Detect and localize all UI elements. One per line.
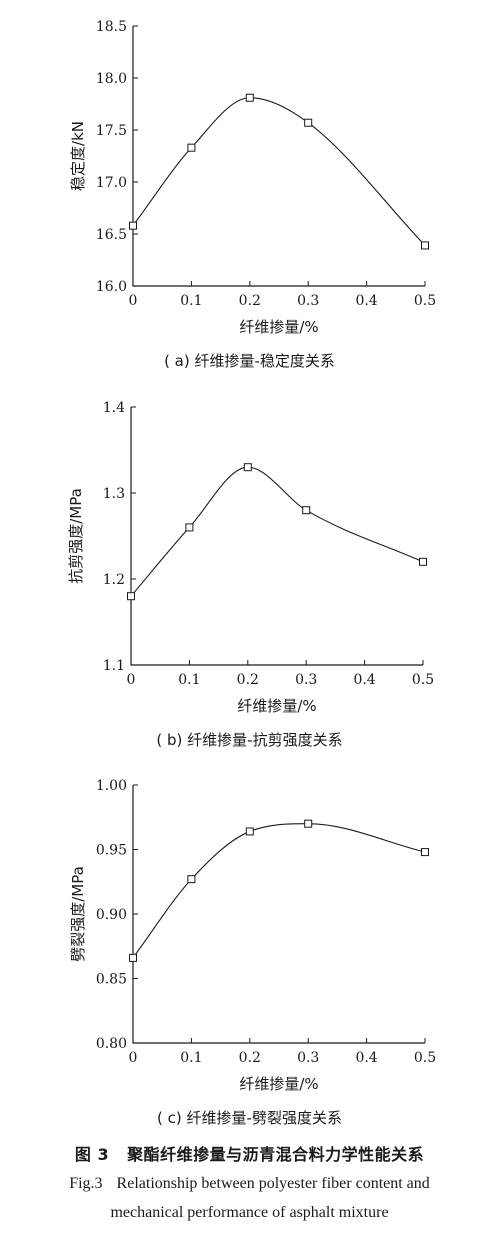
- y-axis-title: 稳定度/kN: [69, 121, 87, 191]
- data-point: [187, 875, 196, 884]
- x-axis-title: 纤维掺量/%: [239, 1075, 318, 1093]
- data-point: [243, 463, 252, 472]
- figure-caption-en-line1: Fig.3 Relationship between polyester fibe…: [0, 1175, 499, 1193]
- x-tick-label: 0.1: [180, 293, 202, 309]
- x-tick-label: 0: [127, 672, 136, 688]
- y-tick-label: 18.5: [96, 19, 127, 35]
- x-tick-label: 0.2: [239, 293, 261, 309]
- y-tick-label: 17.0: [96, 175, 127, 191]
- x-tick-label: 0.5: [414, 1050, 436, 1066]
- y-tick-label: 16.5: [96, 227, 127, 243]
- chart-panels: 0 0.1 0.2 0.3 0.4 0.5 16.0 16.5 17.0 17.5 18.0 18.5…: [67, 19, 436, 1127]
- series-line: [132, 823, 426, 959]
- x-tick-label: 0.3: [295, 672, 317, 688]
- y-tick-label: 0.85: [96, 972, 127, 988]
- data-point: [129, 953, 137, 962]
- x-tick-label: 0.2: [237, 672, 259, 688]
- y-tick-label: 18.0: [96, 71, 127, 87]
- x-tick-label: 0.1: [180, 1050, 202, 1066]
- y-tick-label: 0.90: [96, 907, 127, 923]
- x-tick-label: 0.3: [297, 1050, 319, 1066]
- axis-lines: [130, 407, 423, 666]
- chart-panel-a: 0 0.1 0.2 0.3 0.4 0.5 16.0 16.5 17.0 17.5 18.0 18.5…: [69, 19, 436, 370]
- x-axis-title: 纤维掺量/%: [237, 697, 316, 715]
- x-axis-title: 纤维掺量/%: [239, 318, 318, 336]
- series-line: [130, 466, 424, 597]
- x-tick-label: 0.1: [178, 672, 200, 688]
- chart-panel-c: 0 0.1 0.2 0.3 0.4 0.5 0.80 0.85 0.90 0.95 1.00 纤维掺量…: [69, 778, 436, 1127]
- y-axis-title: 抗剪强度/MPa: [67, 488, 85, 584]
- panel-caption: ( a) 纤维掺量-稳定度关系: [164, 352, 335, 370]
- x-tick-label: 0.4: [355, 1050, 377, 1066]
- y-tick-label: 1.2: [103, 572, 125, 588]
- x-tick-label: 0: [129, 293, 138, 309]
- y-tick-label: 0.95: [96, 843, 127, 859]
- x-tick-label: 0.3: [297, 293, 319, 309]
- figure-number-cn: 图 3: [74, 1145, 110, 1164]
- data-point: [304, 819, 313, 828]
- chart-panel-b: 0 0.1 0.2 0.3 0.4 0.5 1.1 1.2 1.3 1.4 纤维掺量/% 抗剪强度/M…: [67, 400, 434, 749]
- figure-title-cn: 聚酯纤维掺量与沥青混合料力学性能关系: [127, 1145, 425, 1164]
- panel-caption: ( b) 纤维掺量-抗剪强度关系: [156, 731, 342, 749]
- series-line: [132, 97, 426, 246]
- x-tick-label: 0.5: [412, 672, 434, 688]
- y-tick-label: 17.5: [96, 123, 127, 139]
- data-point: [304, 118, 313, 127]
- figure-number-en: Fig.3: [69, 1175, 103, 1192]
- panel-caption: ( c) 纤维掺量-劈裂强度关系: [157, 1109, 342, 1127]
- data-point: [187, 143, 196, 152]
- y-tick-label: 16.0: [96, 279, 127, 295]
- data-point: [245, 827, 254, 836]
- axis-lines: [132, 785, 425, 1044]
- data-point: [129, 221, 137, 230]
- axis-lines: [132, 26, 425, 287]
- figure-title-en-line2: mechanical performance of asphalt mixtur…: [110, 1204, 389, 1221]
- figure-title-en-line1: Relationship between polyester fiber con…: [116, 1175, 430, 1192]
- y-tick-label: 1.3: [103, 486, 125, 502]
- figure-caption-cn: 图 3 聚酯纤维掺量与沥青混合料力学性能关系: [0, 1141, 499, 1165]
- y-tick-label: 1.4: [103, 400, 125, 416]
- data-point: [127, 592, 135, 601]
- y-tick-label: 0.80: [96, 1036, 127, 1052]
- data-point: [419, 557, 427, 566]
- y-tick-label: 1.00: [96, 778, 127, 794]
- data-point: [421, 848, 429, 857]
- y-tick-label: 1.1: [103, 658, 125, 674]
- x-tick-label: 0.4: [355, 293, 377, 309]
- data-point: [302, 506, 311, 515]
- data-point: [421, 241, 429, 250]
- x-tick-label: 0.4: [353, 672, 375, 688]
- x-tick-label: 0.5: [414, 293, 436, 309]
- data-point: [245, 93, 254, 102]
- x-tick-label: 0.2: [239, 1050, 261, 1066]
- x-tick-label: 0: [129, 1050, 138, 1066]
- data-point: [185, 523, 194, 532]
- y-axis-title: 劈裂强度/MPa: [69, 866, 87, 962]
